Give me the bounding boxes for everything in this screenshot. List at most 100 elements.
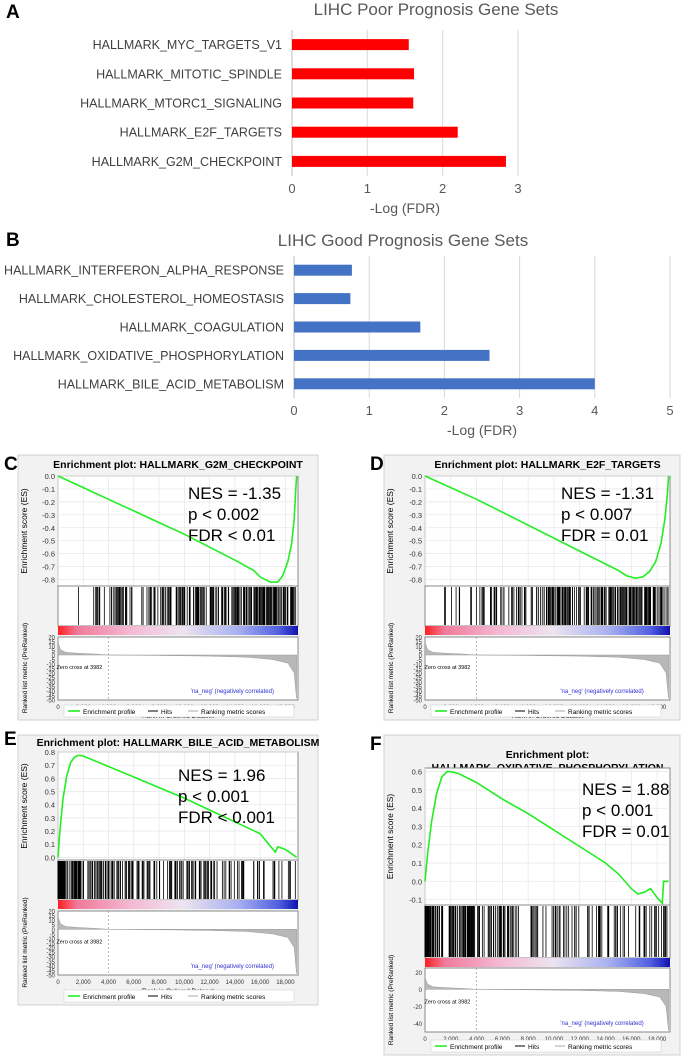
es-y-tick: 0.1	[412, 859, 422, 868]
metric-y-tick: 0	[52, 928, 56, 934]
enrichment-profile-line	[57, 475, 298, 583]
enrichment-plot-f: Enrichment plot:HALLMARK_OXIDATIVE_PHOSP…	[383, 734, 681, 1056]
legend-label: Enrichment profile	[450, 1044, 503, 1051]
zero-cross-label: Zero cross at 3982	[424, 665, 470, 671]
metric-y-tick: -40	[413, 690, 422, 696]
es-y-tick: 0.1	[45, 840, 55, 849]
enrichment-plot-c: Enrichment plot: HALLMARK_G2M_CHECKPOINT…	[17, 454, 319, 721]
metric-y-tick: -5	[417, 658, 423, 664]
x-tick-label: 4,000	[101, 980, 117, 986]
hits-group	[57, 861, 296, 899]
stat-text: NES = 1.88	[582, 780, 669, 799]
es-y-tick: 0.0	[412, 472, 422, 481]
es-y-tick: -0.8	[42, 576, 55, 585]
metric-y-axis-label: Ranked list metric (PreRanked)	[22, 623, 29, 713]
es-y-axis-label: Enrichment score (ES)	[19, 763, 29, 849]
x-tick-label: 5	[666, 403, 673, 418]
ranking-metric-area	[424, 977, 669, 1031]
es-y-tick: 0.3	[412, 822, 422, 831]
x-tick-label: 10,000	[175, 980, 194, 986]
category-label: HALLMARK_MYC_TARGETS_V1	[93, 38, 282, 52]
metric-y-tick: -30	[413, 681, 422, 687]
stat-text: p < 0.007	[561, 505, 632, 524]
category-label: HALLMARK_COAGULATION	[120, 321, 284, 335]
chart-title: LIHC Poor Prognosis Gene Sets	[314, 0, 559, 19]
es-y-tick: -0.4	[409, 524, 422, 533]
x-tick-label: 3	[514, 181, 521, 196]
es-y-tick: -0.1	[42, 485, 55, 494]
panel-letter-c: C	[4, 454, 18, 475]
es-y-tick: 0.3	[45, 814, 55, 823]
es-y-tick: -0.5	[409, 537, 422, 546]
bar	[294, 293, 351, 305]
zero-cross-label: Zero cross at 3982	[424, 999, 470, 1005]
panel-letter-e: E	[4, 729, 17, 750]
bar	[292, 68, 415, 80]
bar	[294, 378, 595, 390]
enrichment-profile-line	[424, 770, 669, 906]
es-y-tick: -0.8	[409, 576, 422, 585]
metric-y-tick: 10	[48, 919, 55, 925]
es-y-tick: -0.1	[409, 896, 422, 905]
legend-label: Hits	[528, 709, 540, 716]
metric-y-tick: -25	[413, 676, 422, 682]
metric-y-tick: -35	[46, 685, 55, 691]
neg-corr-label: 'na_neg' (negatively correlated)	[560, 689, 643, 695]
x-tick-label: 0	[423, 1037, 427, 1043]
legend-label: Enrichment profile	[83, 709, 136, 716]
es-y-tick: -0.5	[42, 537, 55, 546]
metric-y-tick: -20	[46, 672, 55, 678]
es-y-tick: 0.0	[412, 877, 422, 886]
metric-y-tick: -50	[46, 974, 55, 980]
x-tick-label: 0	[423, 705, 427, 711]
hits-group	[444, 587, 669, 625]
metric-y-tick: -20	[413, 1005, 422, 1011]
plot-title: Enrichment plot: HALLMARK_E2F_TARGETS	[434, 459, 660, 471]
metric-y-tick: -50	[413, 699, 422, 705]
es-y-tick: 0.4	[412, 804, 422, 813]
plot-title: Enrichment plot:	[506, 749, 589, 761]
es-y-tick: -0.7	[42, 563, 55, 572]
legend-box	[63, 989, 295, 1003]
metric-y-tick: -10	[46, 937, 55, 943]
metric-y-tick: -15	[46, 667, 55, 673]
x-tick-label: 0	[56, 705, 60, 711]
legend-label: Ranking metric scores	[568, 1044, 633, 1051]
stat-text: NES = 1.96	[178, 766, 265, 785]
metric-y-tick: -45	[46, 969, 55, 975]
metric-y-tick: 20	[415, 636, 422, 642]
metric-panel	[57, 910, 299, 976]
neg-corr-label: 'na_neg' (negatively correlated)	[191, 689, 274, 695]
metric-panel	[57, 636, 299, 701]
neg-corr-label: 'na_neg' (negatively correlated)	[560, 1021, 643, 1027]
category-label: HALLMARK_INTERFERON_ALPHA_RESPONSE	[4, 264, 284, 278]
es-y-tick: 0.6	[45, 774, 55, 783]
category-label: HALLMARK_BILE_ACID_METABOLISM	[58, 377, 284, 391]
enrichment-profile-line	[424, 475, 670, 580]
metric-y-tick: 0	[419, 654, 423, 660]
metric-y-tick: -15	[413, 667, 422, 673]
legend-label: Ranking metric scores	[201, 709, 266, 716]
panel-letter-d: D	[370, 454, 384, 475]
metric-y-tick: -40	[413, 1022, 422, 1028]
es-y-tick: 0.5	[412, 786, 422, 795]
legend-box	[63, 704, 295, 718]
metric-y-tick: -30	[46, 681, 55, 687]
es-y-tick: -0.6	[409, 550, 422, 559]
legend-label: Enrichment profile	[450, 709, 503, 716]
neg-corr-label: 'na_neg' (negatively correlated)	[191, 964, 274, 970]
legend-label: Hits	[161, 709, 173, 716]
bar	[292, 39, 409, 51]
category-label: HALLMARK_G2M_CHECKPOINT	[92, 155, 283, 169]
stat-text: NES = -1.35	[188, 484, 281, 503]
plot-title: Enrichment plot: HALLMARK_G2M_CHECKPOINT	[53, 459, 303, 471]
x-tick-label: 6,000	[126, 980, 142, 986]
category-label: HALLMARK_OXIDATIVE_PHOSPHORYLATION	[13, 349, 284, 363]
metric-y-tick: 5	[52, 649, 56, 655]
bar	[292, 126, 458, 138]
x-tick-label: 14,000	[226, 980, 245, 986]
metric-y-tick: -25	[46, 951, 55, 957]
ranking-metric-area	[57, 642, 297, 699]
metric-y-tick: -25	[46, 676, 55, 682]
plot-title: Enrichment plot: HALLMARK_BILE_ACID_META…	[37, 737, 320, 749]
